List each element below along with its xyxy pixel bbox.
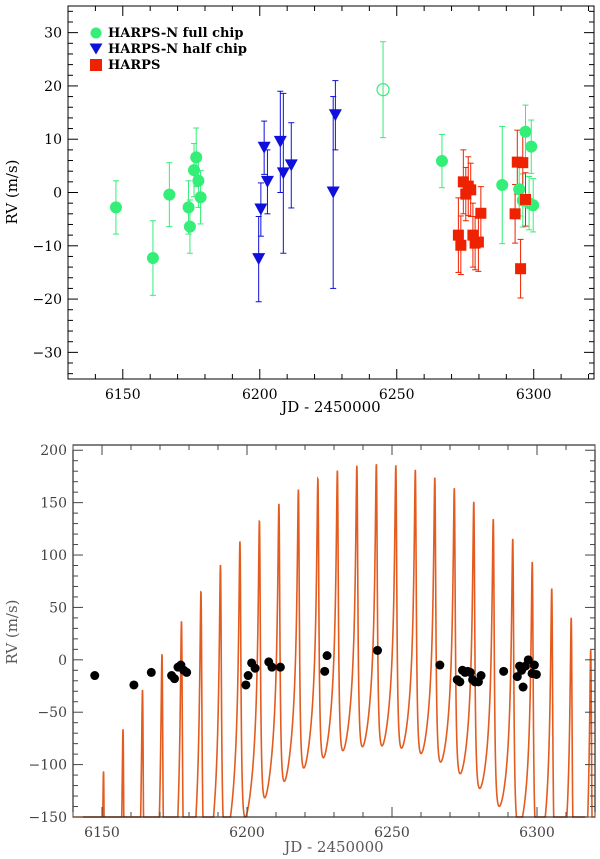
bottom-x-axis-title: JD - 2450000 [282,838,383,856]
point-harps-n-full-chip [182,201,195,214]
point-rv-data [476,671,486,681]
point-harps-n-half-chip [252,253,266,266]
top-panel: 6150 6200 6250 6300 −30 −20 −10 0 10 20 30 JD - 2… [3,5,595,416]
point-harps-n-full-chip [183,220,196,233]
point-rv-data [512,672,522,682]
point-harps [515,263,527,275]
point-harps-n-full-chip [525,140,538,153]
bottom-xtick-label: 6250 [374,825,410,841]
point-rv-data [523,655,533,665]
bottom-xtick-label: 6300 [519,825,555,841]
point-harps-n-full-chip [109,201,122,214]
point-harps [452,229,464,241]
point-harps-n-full-chip [496,179,509,192]
bottom-panel: 6150 6200 6250 6300 −150 −100 −50 0 50 100 150 200… [3,443,596,856]
legend-label-harps-n-half: HARPS-N half chip [108,42,247,57]
bottom-ytick-label: −100 [29,758,67,774]
point-harps [465,184,477,196]
point-harps-n-half-chip [254,203,268,216]
point-harps-n-full-chip [519,125,532,138]
top-ytick-label: 0 [53,186,62,202]
legend-marker-harps-n-half [89,43,103,55]
model-curve [73,464,595,818]
point-harps [455,239,467,251]
point-rv-data [435,660,445,670]
legend: HARPS-N full chip HARPS-N half chip HARP… [89,26,247,73]
top-ytick-label: 20 [44,79,62,95]
point-rv-data [243,671,253,681]
top-x-axis-title: JD - 2450000 [279,398,380,416]
top-ytick-label: −10 [32,239,62,255]
point-harps-n-half-chip [328,109,342,122]
point-rv-data [241,680,251,690]
point-rv-data [531,669,541,679]
top-ytick-label: −20 [32,292,62,308]
legend-label-harps-n-full: HARPS-N full chip [108,26,243,41]
point-harps-n-half-chip [326,186,340,199]
point-rv-data [170,674,179,684]
point-harps [467,229,479,241]
point-harps-n-half-chip [257,141,271,154]
top-y-axis-title: RV (m/s) [3,159,21,224]
point-harps-n-full-chip [513,183,526,196]
top-ytick-label: 30 [44,26,62,42]
bottom-y-axis-title: RV (m/s) [3,599,21,664]
top-xtick-label: 6200 [242,387,278,403]
point-harps-n-half-chip [260,175,274,188]
top-xtick-label: 6300 [516,387,552,403]
point-harps [520,193,532,205]
point-harps-n-full-chip [163,188,176,201]
point-rv-data [529,660,539,670]
point-rv-data [250,663,260,673]
point-harps-n-half-chip [273,135,287,148]
point-rv-data [465,667,475,677]
bottom-xtick-label: 6200 [229,825,265,841]
point-harps-n-half-chip [284,159,298,172]
point-rv-data [182,667,192,677]
top-xtick-label: 6150 [105,387,141,403]
bottom-ytick-label: 100 [40,548,67,564]
top-ytick-label: −30 [32,345,62,361]
point-harps-n-full-chip [188,164,201,177]
point-rv-data [320,666,330,676]
point-rv-data [275,662,285,672]
point-rv-data [373,645,382,655]
point-harps-n-full-chip [146,252,159,265]
point-rv-data [146,667,156,677]
point-harps-n-full-chip-open [376,83,390,97]
point-rv-data [129,680,139,690]
bottom-ytick-label: 200 [40,443,67,459]
point-harps-n-full-chip [435,155,448,168]
legend-marker-harps [90,59,102,71]
bottom-ytick-label: 50 [49,600,67,616]
point-rv-data [322,651,332,661]
point-harps-n-full-chip [194,191,207,204]
point-harps-n-half-chip [276,167,290,180]
point-harps [517,157,529,169]
point-rv-data [90,671,100,681]
bottom-ytick-label: 0 [58,653,67,669]
point-rv-data [267,662,277,672]
point-harps-n-full-chip [190,151,203,164]
point-rv-data [499,666,509,676]
top-ytick-label: 10 [44,132,62,148]
point-harps-n-full-chip [192,174,205,187]
point-harps [509,208,521,220]
point-rv-data [518,682,528,692]
bottom-xtick-label: 6150 [84,825,120,841]
legend-label-harps: HARPS [108,58,160,73]
legend-marker-harps-n-full [90,27,102,39]
bottom-ytick-label: −50 [37,705,67,721]
point-rv-data [455,677,465,687]
top-xtick-label: 6250 [379,387,415,403]
bottom-ytick-label: −150 [29,810,67,826]
point-harps [475,207,487,219]
point-harps [472,236,484,248]
bottom-ytick-label: 150 [40,496,67,512]
